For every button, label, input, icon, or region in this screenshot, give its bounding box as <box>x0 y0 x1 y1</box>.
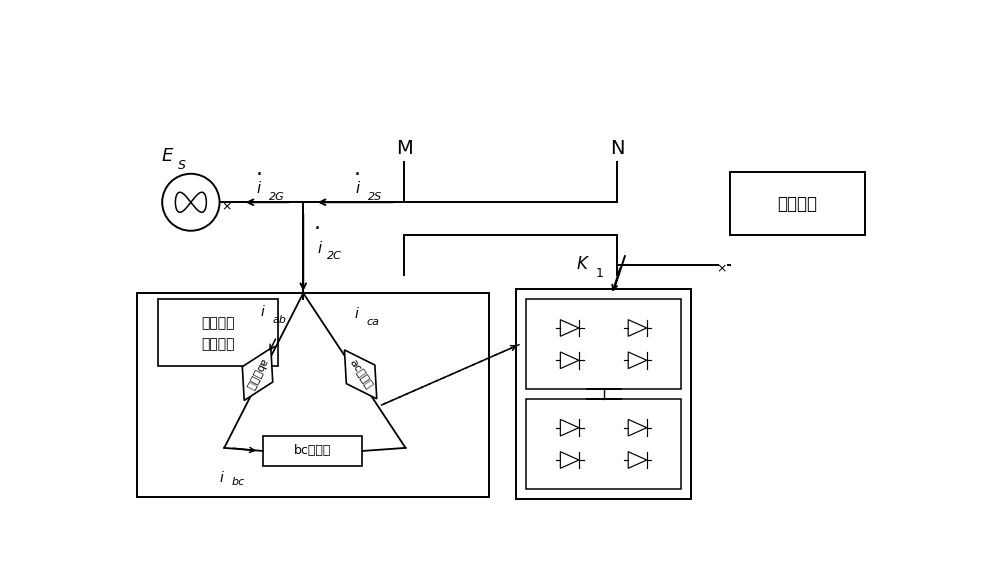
Text: i: i <box>317 241 321 255</box>
Bar <box>516 289 691 498</box>
Text: 1: 1 <box>595 267 603 279</box>
Text: i: i <box>355 181 360 196</box>
Bar <box>526 399 681 489</box>
Circle shape <box>162 174 220 231</box>
Text: i: i <box>220 471 224 485</box>
Bar <box>158 299 278 366</box>
Text: S: S <box>178 159 186 172</box>
Text: ×: × <box>716 262 727 275</box>
Text: ·: · <box>354 166 361 185</box>
Text: 2G: 2G <box>269 192 285 202</box>
Text: ab: ab <box>273 315 287 325</box>
Text: 监测装置: 监测装置 <box>201 337 234 351</box>
Text: 负序电流: 负序电流 <box>201 316 234 330</box>
Text: N: N <box>610 139 624 158</box>
Bar <box>263 436 362 467</box>
Text: ca: ca <box>366 317 379 327</box>
Text: bc相链节: bc相链节 <box>294 444 331 457</box>
Text: ·: · <box>256 166 263 185</box>
Text: E: E <box>162 147 173 164</box>
Text: ×: × <box>221 200 232 213</box>
Text: 2C: 2C <box>327 251 342 261</box>
Bar <box>137 293 489 497</box>
Text: i: i <box>261 304 265 319</box>
Bar <box>730 172 865 236</box>
Text: M: M <box>396 139 412 158</box>
Polygon shape <box>344 350 377 399</box>
Text: ·: · <box>314 219 321 239</box>
Text: ab相链节: ab相链节 <box>245 357 270 391</box>
Text: i: i <box>354 307 358 321</box>
Text: 电力系统: 电力系统 <box>777 195 817 213</box>
Text: K: K <box>577 255 588 273</box>
Bar <box>526 299 681 389</box>
Text: bc: bc <box>232 477 245 487</box>
Polygon shape <box>242 348 273 401</box>
Text: ac相链节: ac相链节 <box>347 358 374 391</box>
Text: 2S: 2S <box>368 192 382 202</box>
Text: i: i <box>257 181 261 196</box>
